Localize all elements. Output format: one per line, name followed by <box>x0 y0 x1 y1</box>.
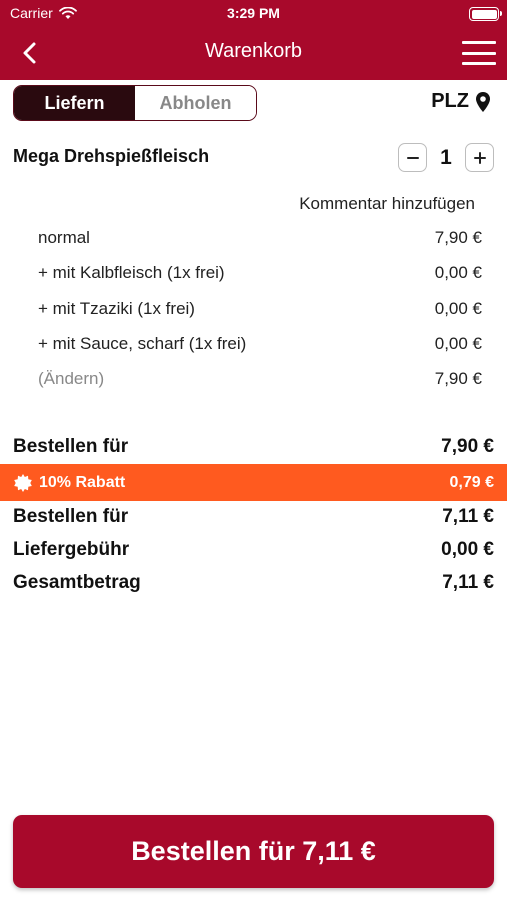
subtotal-value: 7,90 € <box>441 436 494 457</box>
total-row: Gesamtbetrag 7,11 € <box>13 572 494 598</box>
option-label: normal <box>38 228 90 247</box>
total-value: 7,11 € <box>442 572 494 593</box>
delivery-fee-label: Liefergebühr <box>13 539 130 560</box>
plz-button[interactable]: PLZ <box>431 90 491 113</box>
carrier-info: Carrier <box>10 5 77 21</box>
item-option-row: normal 7,90 € <box>38 228 482 250</box>
option-price: 0,00 € <box>434 263 482 282</box>
subtotal-row: Bestellen für 7,90 € <box>13 436 494 462</box>
minus-icon <box>406 156 419 159</box>
option-label: + mit Kalbfleisch (1x frei) <box>38 263 225 282</box>
discount-row: 10% Rabatt 0,79 € <box>0 464 507 501</box>
hamburger-menu-icon[interactable] <box>461 38 497 68</box>
discounted-subtotal-label: Bestellen für <box>13 506 129 527</box>
quantity-value: 1 <box>440 145 452 169</box>
toggle-liefern[interactable]: Liefern <box>14 86 135 120</box>
add-comment-link[interactable]: Kommentar hinzufügen <box>299 194 475 213</box>
plz-label: PLZ <box>431 90 469 112</box>
option-label: + mit Tzaziki (1x frei) <box>38 299 195 318</box>
option-price: 0,00 € <box>434 334 482 353</box>
item-total-price: 7,90 € <box>434 369 482 388</box>
carrier-label: Carrier <box>10 5 53 21</box>
status-time: 3:29 PM <box>227 5 280 21</box>
cart-item-name: Mega Drehspießfleisch <box>13 146 210 166</box>
item-option-row: + mit Sauce, scharf (1x frei) 0,00 € <box>38 334 482 356</box>
status-bar: Carrier 3:29 PM <box>0 0 507 28</box>
discounted-subtotal-row: Bestellen für 7,11 € <box>13 506 494 532</box>
back-button[interactable] <box>14 36 44 70</box>
decrease-quantity-button[interactable] <box>398 143 427 172</box>
item-option-row: + mit Kalbfleisch (1x frei) 0,00 € <box>38 263 482 285</box>
navigation-bar: Warenkorb <box>0 30 507 76</box>
discount-badge-icon <box>14 473 32 492</box>
chevron-left-icon <box>23 42 36 64</box>
option-label: + mit Sauce, scharf (1x frei) <box>38 334 247 353</box>
option-price: 7,90 € <box>434 228 482 247</box>
option-price: 0,00 € <box>434 299 482 318</box>
wifi-icon <box>58 6 77 19</box>
location-pin-icon <box>476 91 490 112</box>
order-button[interactable]: Bestellen für 7,11 € <box>13 815 494 888</box>
total-label: Gesamtbetrag <box>13 572 141 593</box>
delivery-fee-value: 0,00 € <box>441 539 494 560</box>
page-title: Warenkorb <box>204 40 303 62</box>
battery-icon <box>469 7 502 21</box>
discount-label: 10% Rabatt <box>39 473 126 491</box>
toggle-abholen[interactable]: Abholen <box>135 86 256 120</box>
delivery-toggle: Liefern Abholen <box>13 85 257 121</box>
delivery-fee-row: Liefergebühr 0,00 € <box>13 539 494 565</box>
plus-icon <box>473 151 486 164</box>
discount-value: 0,79 € <box>449 473 494 491</box>
item-option-row: + mit Tzaziki (1x frei) 0,00 € <box>38 299 482 321</box>
change-item-row[interactable]: (Ändern) 7,90 € <box>38 369 482 391</box>
change-item-link[interactable]: (Ändern) <box>38 369 105 388</box>
quantity-stepper: 1 <box>398 143 494 172</box>
top-bar: Carrier 3:29 PM Warenkorb <box>0 0 507 80</box>
discounted-subtotal-value: 7,11 € <box>442 506 494 527</box>
subtotal-label: Bestellen für <box>13 436 129 457</box>
increase-quantity-button[interactable] <box>465 143 494 172</box>
